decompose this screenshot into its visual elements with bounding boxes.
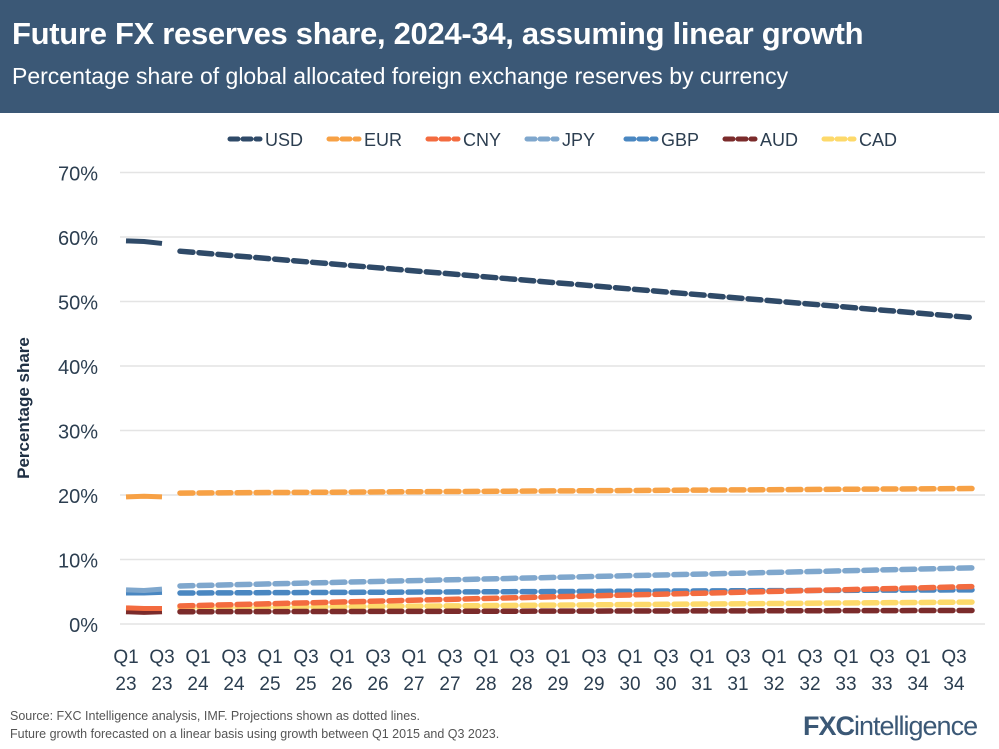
method-line: Future growth forecasted on a linear bas… <box>10 727 500 741</box>
x-tick-label: Q1 <box>113 647 138 668</box>
x-tick-label: 23 <box>115 674 136 695</box>
x-tick-label: Q1 <box>329 647 354 668</box>
legend-label-eur: EUR <box>364 130 402 150</box>
x-tick-label: 33 <box>871 674 892 695</box>
x-tick-label: Q1 <box>905 647 930 668</box>
y-tick-label: 70% <box>58 164 98 186</box>
legend-label-cny: CNY <box>463 130 501 150</box>
x-tick-label: Q3 <box>653 647 678 668</box>
x-tick-label: Q3 <box>725 647 750 668</box>
x-tick-label: 32 <box>763 674 784 695</box>
x-tick-label: Q3 <box>437 647 462 668</box>
x-tick-label: Q1 <box>617 647 642 668</box>
x-tick-label: Q3 <box>149 647 174 668</box>
x-tick-label: 31 <box>691 674 712 695</box>
chart-title: Future FX reserves share, 2024-34, assum… <box>12 16 864 51</box>
legend-label-gbp: GBP <box>661 130 699 150</box>
x-tick-label: Q3 <box>293 647 318 668</box>
x-tick-label: Q3 <box>581 647 606 668</box>
series-actual-cny <box>125 605 162 612</box>
y-tick-label: 20% <box>58 486 98 508</box>
y-tick-label: 10% <box>58 551 98 573</box>
x-tick-label: Q3 <box>221 647 246 668</box>
x-tick-label: 27 <box>403 674 424 695</box>
series-actual-usd <box>125 238 163 246</box>
x-tick-label: 30 <box>655 674 676 695</box>
x-tick-label: Q1 <box>473 647 498 668</box>
x-tick-label: 27 <box>439 674 460 695</box>
series-projection-cny <box>177 583 975 609</box>
legend-label-usd: USD <box>265 130 303 150</box>
fxc-logo: FXCintelligence <box>803 711 978 741</box>
x-tick-label: 29 <box>547 674 568 695</box>
x-tick-label: Q3 <box>869 647 894 668</box>
series-projection-jpy <box>177 565 975 589</box>
source-line: Source: FXC Intelligence analysis, IMF. … <box>10 709 420 723</box>
x-tick-label: Q1 <box>257 647 282 668</box>
x-tick-label: Q1 <box>689 647 714 668</box>
x-tick-label: Q1 <box>401 647 426 668</box>
y-tick-label: 50% <box>58 293 98 315</box>
y-tick-label: 40% <box>58 357 98 379</box>
x-tick-label: 30 <box>619 674 640 695</box>
x-tick-label: Q1 <box>545 647 570 668</box>
y-axis-label: Percentage share <box>14 337 33 479</box>
x-tick-label: Q3 <box>365 647 390 668</box>
x-tick-label: 32 <box>799 674 820 695</box>
legend-label-jpy: JPY <box>562 130 595 150</box>
series-projection-usd <box>177 248 975 321</box>
x-tick-label: Q1 <box>833 647 858 668</box>
x-tick-label: Q3 <box>797 647 822 668</box>
x-tick-label: 33 <box>835 674 856 695</box>
x-tick-label: 31 <box>727 674 748 695</box>
x-tick-label: 28 <box>475 674 496 695</box>
chart-subtitle: Percentage share of global allocated for… <box>12 63 789 89</box>
x-tick-label: Q3 <box>509 647 534 668</box>
x-tick-label: 24 <box>223 674 245 695</box>
x-tick-label: 23 <box>151 674 172 695</box>
x-tick-label: 26 <box>367 674 388 695</box>
x-tick-label: 28 <box>511 674 532 695</box>
y-tick-label: 30% <box>58 422 98 444</box>
series-actual-gbp <box>126 589 163 596</box>
legend-label-cad: CAD <box>859 130 897 150</box>
y-tick-label: 60% <box>58 228 98 250</box>
x-tick-label: 34 <box>907 674 929 695</box>
x-tick-label: 25 <box>259 674 280 695</box>
header: Future FX reserves share, 2024-34, assum… <box>0 0 999 113</box>
x-tick-label: 34 <box>943 674 965 695</box>
x-tick-label: Q1 <box>185 647 210 668</box>
source-note: Source: FXC Intelligence analysis, IMF. … <box>10 707 499 743</box>
series-projection-cad <box>177 599 975 611</box>
legend-label-aud: AUD <box>760 130 798 150</box>
chart: 0% 10% 20% 30% 40% 50% 60% 70% Percentage share Q… <box>14 130 985 695</box>
x-tick-label: 26 <box>331 674 352 695</box>
x-tick-label: Q1 <box>761 647 786 668</box>
series-actual-aud <box>125 609 163 615</box>
series-actual-jpy <box>125 586 163 593</box>
x-tick-label: 24 <box>187 674 209 695</box>
x-tick-label: Q3 <box>941 647 966 668</box>
x-tick-label: 25 <box>295 674 316 695</box>
series-actual-eur <box>125 493 163 500</box>
x-tick-label: 29 <box>583 674 604 695</box>
series-projection-eur <box>177 485 975 496</box>
y-tick-label: 0% <box>69 615 98 637</box>
series-projection-aud <box>177 607 975 615</box>
